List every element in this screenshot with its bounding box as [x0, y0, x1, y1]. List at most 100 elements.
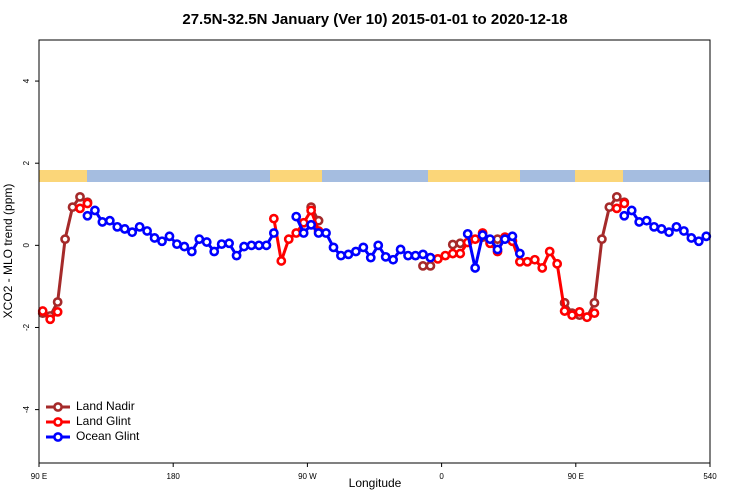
data-point [172, 239, 182, 250]
data-point [82, 210, 93, 221]
data-point [336, 250, 346, 261]
data-point [149, 233, 160, 243]
data-point [82, 198, 93, 209]
y-axis-label: XCO2 - MLO trend (ppm) [1, 184, 15, 319]
data-point [701, 231, 712, 242]
data-point [455, 248, 466, 259]
data-point [589, 308, 600, 319]
data-point [611, 203, 622, 214]
data-point [485, 234, 495, 245]
data-point [514, 248, 525, 259]
data-point [395, 244, 406, 255]
x-tick-label: 0 [439, 472, 444, 481]
data-point [410, 250, 421, 261]
data-point [261, 240, 272, 251]
data-point [104, 215, 115, 226]
data-point [649, 221, 659, 232]
data-point [589, 297, 600, 308]
data-point [75, 203, 85, 214]
legend-label: Land Glint [76, 414, 131, 428]
data-point [477, 230, 488, 240]
data-point [209, 246, 220, 257]
data-point [268, 228, 279, 238]
y-tick-label: 4 [22, 78, 31, 83]
data-point [179, 241, 190, 252]
data-point [418, 249, 428, 260]
data-point [656, 224, 667, 234]
chart-title: 27.5N-32.5N January (Ver 10) 2015-01-01 … [182, 11, 567, 28]
data-point [67, 202, 78, 213]
data-point [596, 234, 607, 245]
legend-marker [53, 417, 63, 427]
data-point [641, 215, 652, 226]
data-point [216, 239, 227, 250]
data-point [60, 234, 70, 245]
data-point [134, 221, 145, 232]
data-point [246, 240, 257, 251]
data-point [544, 246, 555, 257]
legend-label: Land Nadir [76, 399, 135, 413]
x-tick-label: 90 E [31, 472, 47, 481]
data-point [268, 213, 279, 224]
data-point [447, 248, 458, 259]
data-point [231, 250, 242, 261]
data-point [291, 211, 302, 222]
data-point [142, 226, 153, 236]
data-point [693, 236, 704, 247]
data-point [127, 227, 138, 238]
data-point [470, 234, 481, 245]
data-point [671, 221, 682, 232]
legend-marker [53, 402, 63, 412]
data-point [37, 306, 48, 316]
data-point [75, 191, 85, 202]
data-point [686, 233, 697, 243]
data-point [164, 231, 175, 242]
data-point [559, 306, 570, 316]
data-point [90, 205, 100, 216]
data-point [492, 234, 503, 245]
data-point [432, 253, 443, 264]
legend-label: Ocean Glint [76, 429, 140, 443]
data-point [611, 191, 622, 202]
x-axis-label: Longitude [349, 476, 402, 490]
data-point [350, 246, 361, 257]
data-point [634, 217, 645, 227]
data-point [500, 234, 510, 245]
data-point [239, 241, 249, 252]
data-point [52, 297, 63, 307]
data-point [537, 263, 548, 273]
data-point [507, 231, 518, 242]
y-tick-label: 2 [22, 160, 31, 165]
data-point [52, 306, 63, 317]
data-point [604, 202, 615, 213]
data-point [45, 314, 56, 325]
data-point [157, 236, 167, 247]
data-point [514, 256, 525, 267]
x-tick-label: 90 E [568, 472, 584, 481]
data-point [254, 240, 264, 251]
y-tick-label: -2 [22, 323, 31, 331]
data-point [582, 312, 592, 323]
data-point [313, 228, 324, 238]
data-point [425, 252, 436, 263]
data-point [283, 234, 294, 245]
data-point [567, 310, 577, 321]
data-point [455, 238, 466, 249]
data-point [306, 219, 317, 230]
data-point [97, 217, 108, 227]
y-tick-label: -4 [22, 406, 31, 414]
data-point [306, 205, 317, 216]
x-tick-label: 180 [167, 472, 181, 481]
data-point [552, 258, 563, 269]
data-point [373, 240, 384, 251]
data-point [321, 228, 331, 238]
x-tick-label: 540 [703, 472, 717, 481]
data-point [679, 226, 689, 236]
data-point [358, 242, 369, 253]
data-point [186, 246, 197, 257]
data-point [380, 251, 391, 262]
data-point [343, 249, 354, 260]
legend-marker [53, 432, 63, 442]
data-point [664, 227, 674, 238]
